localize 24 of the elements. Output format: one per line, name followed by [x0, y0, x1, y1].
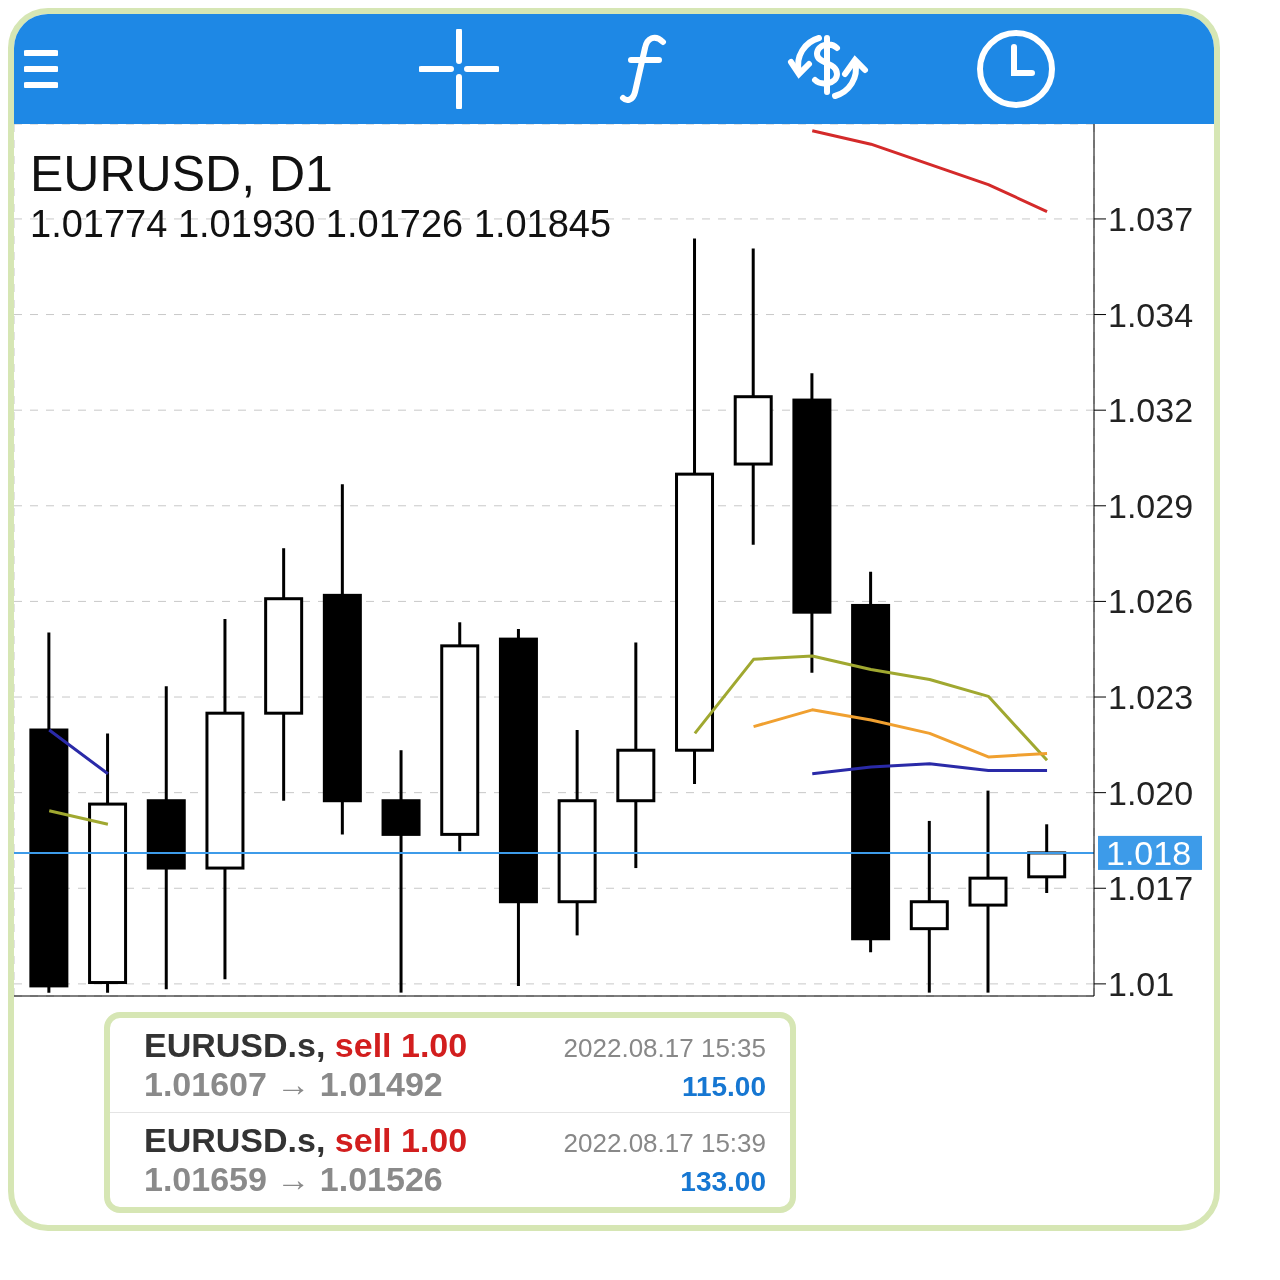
y-tick-label: 1.023: [1108, 678, 1194, 717]
ref-line-label: 1.018: [1106, 833, 1192, 872]
line-series: [752, 708, 1049, 759]
text: EURUSD.s,: [144, 1121, 326, 1159]
text: 2022.08.17 15:39: [563, 1128, 766, 1159]
text: sell 1.00: [334, 1026, 468, 1064]
y-tick-label: 1.01: [1108, 964, 1175, 1003]
y-tick-label: 1.026: [1108, 582, 1194, 621]
text: 1.01607 → 1.01492: [144, 1065, 443, 1104]
text: 115.00: [681, 1071, 766, 1103]
y-tick-label: 1.034: [1108, 295, 1194, 334]
y-tick-label: 1.037: [1108, 200, 1194, 239]
text: sell 1.00: [334, 1121, 468, 1159]
y-tick-label: 1.029: [1108, 486, 1194, 525]
y-tick-label: 1.032: [1108, 391, 1194, 430]
y-tick-label: 1.017: [1108, 869, 1194, 908]
text: 133.00: [680, 1166, 766, 1198]
text: EURUSD.s,: [144, 1026, 326, 1064]
y-tick-label: 1.020: [1108, 773, 1194, 812]
line-series: [810, 129, 1049, 214]
text: 2022.08.17 15:35: [563, 1033, 766, 1064]
text: 1.01774 1.01930 1.01726 1.01845: [30, 202, 612, 246]
text: EURUSD, D1: [30, 146, 334, 202]
text: 1.01659 → 1.01526: [144, 1160, 443, 1199]
